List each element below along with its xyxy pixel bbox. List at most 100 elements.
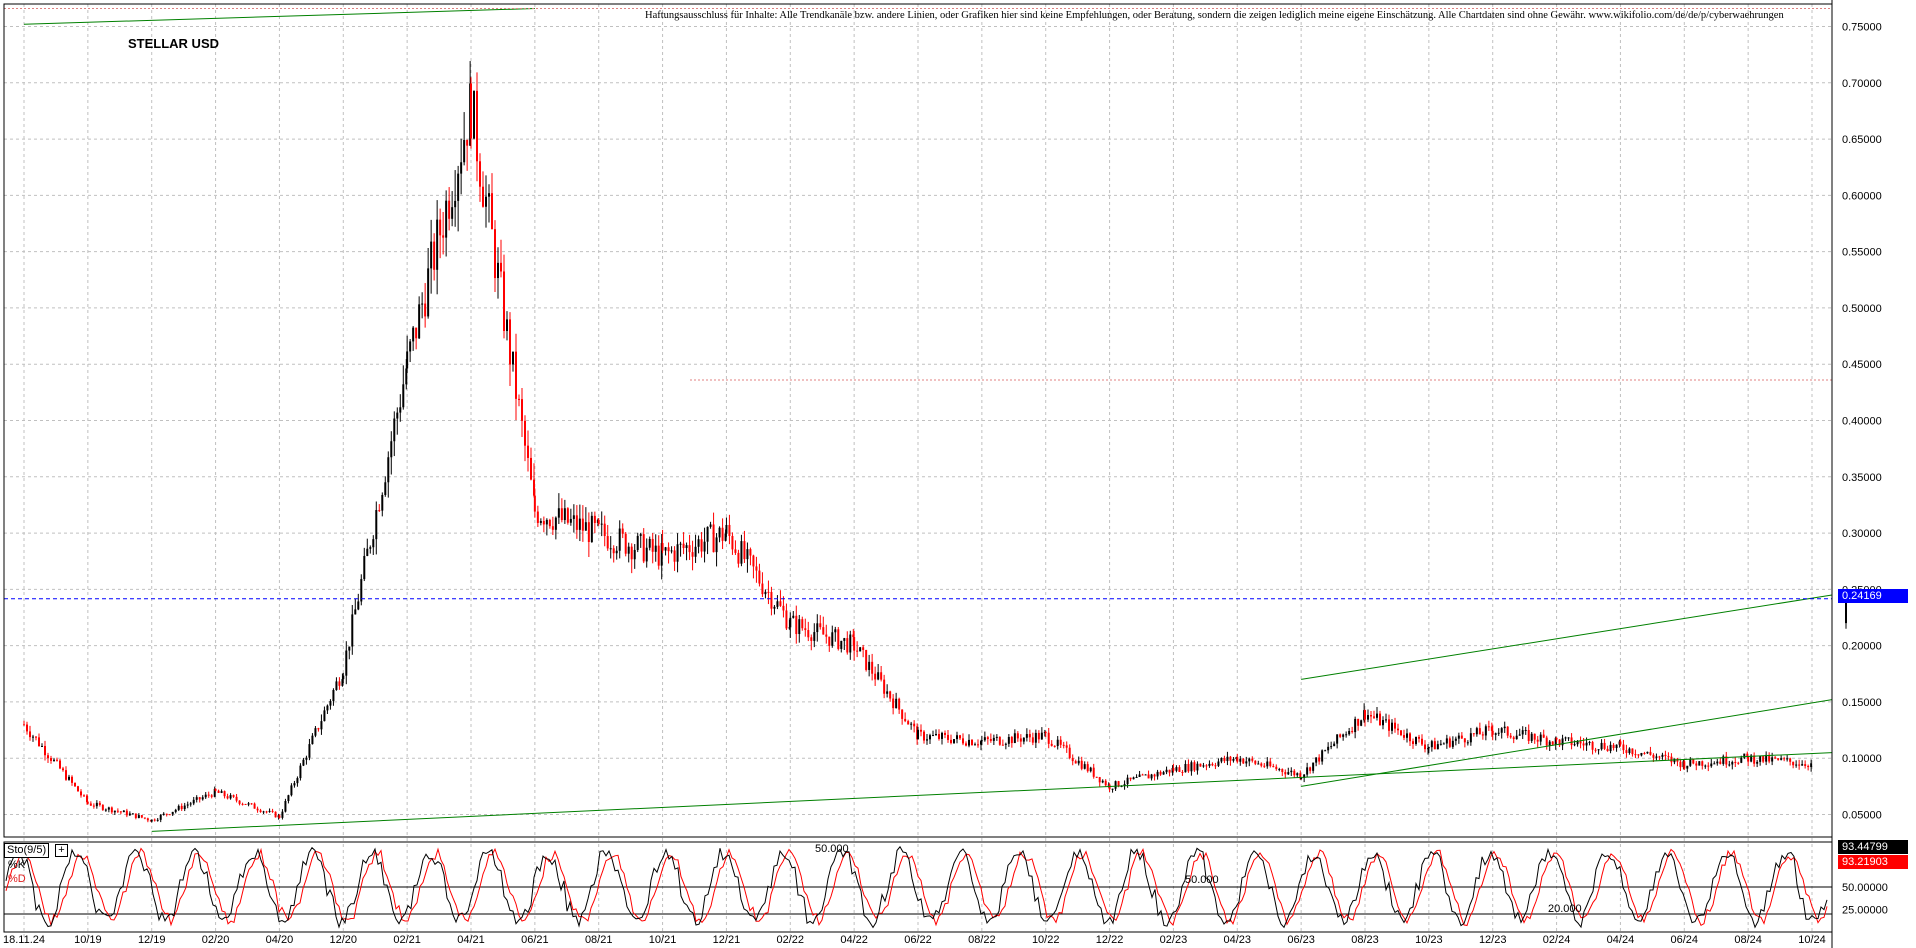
candle-body	[853, 637, 856, 651]
candle-body	[1503, 726, 1506, 729]
candle-body	[1612, 744, 1615, 749]
candle-body	[311, 735, 314, 745]
candle-body	[743, 541, 746, 560]
candle-body	[1545, 737, 1548, 746]
candle-body	[1053, 745, 1056, 747]
candle-body	[1658, 756, 1661, 758]
candle-body	[1193, 762, 1196, 771]
y-tick-label: 0.15000	[1842, 697, 1882, 709]
candle-body	[226, 796, 229, 799]
stoch-level-label: 50.000	[815, 843, 849, 855]
candle-body	[1391, 722, 1393, 731]
candle-body	[1068, 747, 1071, 758]
candle-body	[581, 518, 584, 531]
candle-body	[1126, 777, 1129, 785]
candle-body	[1530, 733, 1533, 741]
candle-body	[1845, 594, 1847, 624]
candle-body	[813, 632, 816, 641]
candle-body	[143, 817, 146, 819]
candle-body	[1385, 719, 1387, 721]
candle-body	[1260, 763, 1263, 766]
x-tick-label: 06/21	[521, 934, 549, 946]
candle-body	[65, 770, 67, 780]
x-tick-label: 12/23	[1479, 934, 1507, 946]
candle-body	[1561, 738, 1564, 746]
candle-body	[1436, 744, 1439, 750]
candle-body	[938, 733, 940, 739]
candle-body	[639, 534, 642, 536]
candle-body	[1345, 734, 1348, 736]
candle-body	[1747, 756, 1750, 762]
candle-body	[150, 819, 153, 822]
candle-body	[798, 619, 801, 635]
candle-body	[153, 819, 156, 821]
candle-body	[883, 679, 886, 694]
candle-body	[165, 813, 168, 815]
candle-body	[1254, 760, 1257, 764]
candle-body	[189, 803, 192, 805]
candle-body	[1484, 726, 1487, 736]
candle-body	[1172, 767, 1175, 771]
candle-body	[192, 799, 195, 804]
candle-body	[804, 628, 807, 631]
stoch-d-line	[5, 847, 1828, 928]
candle-body	[746, 549, 749, 560]
candle-body	[122, 810, 125, 813]
candle-body	[752, 555, 755, 567]
candle-body	[195, 797, 198, 800]
candle-body	[241, 803, 244, 805]
indicator-label[interactable]: Sto(9/5)	[4, 843, 50, 858]
candle-body	[399, 407, 402, 413]
candle-body	[1217, 761, 1220, 766]
candle-body	[1597, 749, 1600, 751]
candle-body	[293, 783, 296, 786]
candle-body	[1487, 726, 1490, 728]
candle-body	[1807, 765, 1810, 768]
candle-body	[767, 591, 770, 593]
candle-body	[1007, 737, 1010, 744]
candle-body	[977, 744, 979, 746]
candle-body	[436, 219, 439, 270]
candle-body	[773, 606, 776, 609]
candle-body	[244, 803, 247, 805]
x-tick-label: 04/21	[457, 934, 485, 946]
candle-body	[728, 524, 731, 536]
candle-body	[1576, 741, 1579, 745]
indicator-add-icon[interactable]: +	[55, 844, 68, 857]
candle-body	[974, 744, 976, 746]
candle-body	[1299, 773, 1302, 779]
y-tick-label: 0.35000	[1842, 472, 1882, 484]
candle-body	[1719, 761, 1722, 764]
candle-body	[1080, 760, 1083, 769]
candle-body	[1615, 744, 1618, 749]
candle-body	[962, 738, 964, 744]
candle-body	[284, 801, 287, 812]
candle-body	[488, 193, 490, 197]
candle-body	[262, 811, 265, 813]
candle-body	[95, 802, 98, 807]
candle-body	[657, 545, 660, 566]
candle-body	[859, 647, 862, 652]
candle-body	[1554, 737, 1557, 745]
candle-body	[737, 552, 740, 564]
candle-body	[709, 524, 712, 527]
candle-body	[201, 797, 204, 800]
candle-body	[1037, 732, 1040, 740]
candle-body	[569, 518, 572, 523]
candle-body	[1637, 754, 1640, 756]
candle-body	[1582, 743, 1585, 746]
candle-body	[871, 661, 874, 674]
candle-body	[587, 522, 590, 543]
candle-body	[1667, 756, 1670, 758]
candle-body	[721, 527, 724, 541]
candle-body	[137, 815, 140, 818]
candle-body	[557, 508, 560, 518]
candle-body	[1524, 729, 1527, 731]
candle-body	[868, 661, 871, 670]
candle-body	[645, 547, 648, 562]
candle-body	[898, 698, 901, 710]
y-tick-label: 0.70000	[1842, 78, 1882, 90]
candle-body	[1013, 733, 1016, 744]
candle-body	[1245, 761, 1248, 764]
